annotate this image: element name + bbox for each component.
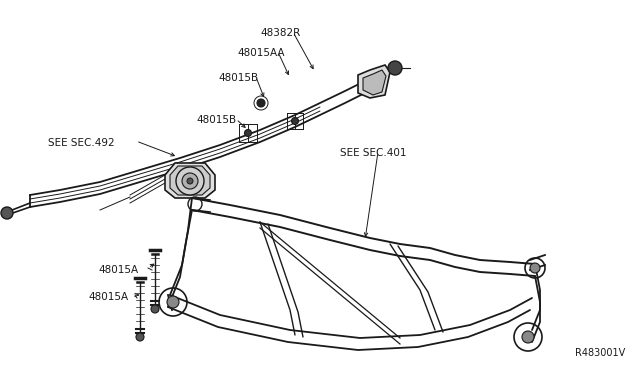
Text: R483001V: R483001V [575,348,625,358]
Circle shape [1,207,13,219]
Polygon shape [170,166,210,195]
Text: 48015AA: 48015AA [237,48,285,58]
Text: 48382R: 48382R [260,28,300,38]
Circle shape [136,333,144,341]
Text: 48015A: 48015A [98,265,138,275]
Circle shape [291,118,298,125]
Polygon shape [363,70,386,95]
Circle shape [522,331,534,343]
Polygon shape [358,65,390,98]
Circle shape [530,263,540,273]
Circle shape [388,61,402,75]
Circle shape [187,178,193,184]
Circle shape [244,129,252,137]
Polygon shape [165,163,215,198]
Text: 48015A: 48015A [88,292,128,302]
Circle shape [151,305,159,313]
Circle shape [182,173,198,189]
Text: SEE SEC.401: SEE SEC.401 [340,148,406,158]
Circle shape [257,99,265,107]
Circle shape [176,167,204,195]
Text: 48015B: 48015B [196,115,236,125]
Circle shape [167,296,179,308]
Text: SEE SEC.492: SEE SEC.492 [48,138,115,148]
Text: 48015B: 48015B [218,73,258,83]
